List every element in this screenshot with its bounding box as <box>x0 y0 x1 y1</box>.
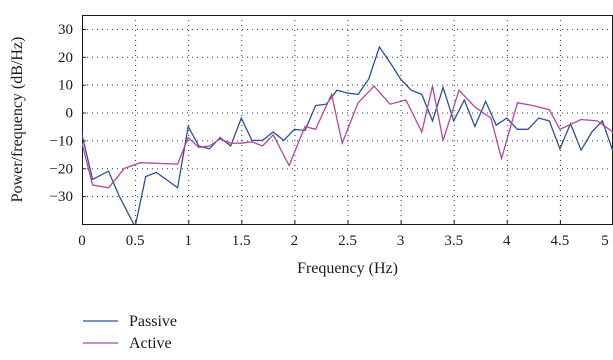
x-tick-label: 0 <box>78 233 86 249</box>
legend-label-passive: Passive <box>129 313 177 330</box>
grid-lines <box>82 15 613 224</box>
x-axis-title: Frequency (Hz) <box>297 260 398 277</box>
x-tick-label: 5 <box>601 233 609 249</box>
x-tick-label: 4.5 <box>551 233 570 249</box>
axis-ticks: 0 0.5 1 1.5 2 2.5 3 3.5 4 4.5 5 30 20 10 0 −10 −20 −30 <box>50 22 613 249</box>
y-tick-label: 20 <box>58 50 73 66</box>
y-tick-label: 10 <box>58 78 73 94</box>
x-tick-label: 4 <box>503 233 511 249</box>
x-tick-label: 3 <box>397 233 405 249</box>
y-tick-label: −20 <box>50 161 73 177</box>
x-tick-label: 2 <box>291 233 299 249</box>
y-tick-label: 0 <box>66 106 74 122</box>
series-lines <box>82 45 613 224</box>
series-line-passive <box>82 45 613 224</box>
x-tick-label: 0.5 <box>126 233 145 249</box>
x-tick-label: 2.5 <box>338 233 357 249</box>
y-tick-label: −10 <box>50 133 73 149</box>
x-tick-label: 1.5 <box>232 233 251 249</box>
y-tick-label: −30 <box>50 189 73 205</box>
legend-label-active: Active <box>129 335 172 352</box>
legend: Passive Active <box>83 313 177 352</box>
x-tick-label: 1 <box>184 233 192 249</box>
y-axis-title: Power/frequency (dB/Hz) <box>9 37 26 203</box>
x-tick-label: 3.5 <box>444 233 463 249</box>
series-line-active <box>82 85 613 189</box>
y-tick-label: 30 <box>58 22 73 38</box>
